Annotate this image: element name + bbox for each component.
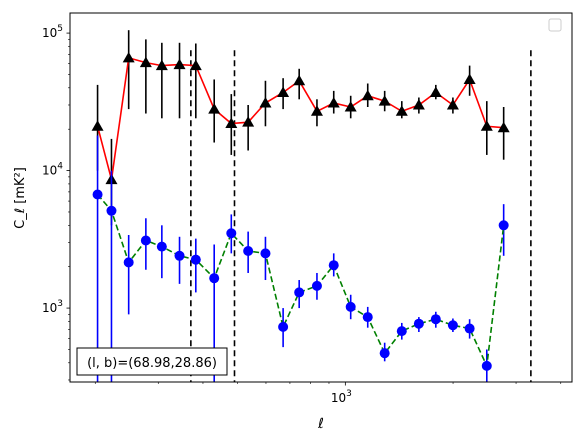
circle-marker	[294, 287, 305, 298]
circle-marker	[92, 189, 103, 200]
circle-marker	[140, 235, 151, 246]
circle-marker	[481, 360, 492, 371]
circle-marker	[464, 323, 475, 334]
y-tick-label: 104	[42, 162, 63, 178]
circle-marker	[311, 280, 322, 291]
x-tick-label-exponent: 3	[346, 389, 352, 399]
annotation-box: (l, b)=(68.98,28.86)	[76, 347, 228, 376]
triangle-marker	[497, 121, 510, 133]
circle-marker	[243, 246, 254, 257]
triangle-marker	[480, 120, 493, 131]
triangle-marker	[259, 97, 272, 108]
x-tick-label: 103	[331, 389, 352, 405]
circle-marker	[345, 301, 356, 312]
circle-marker	[106, 205, 117, 216]
triangle-marker	[91, 120, 104, 131]
legend-box	[548, 18, 562, 32]
triangle-marker	[378, 95, 391, 106]
y-tick-label: 105	[42, 24, 63, 40]
y-axis-label: C_ℓ [mK²]	[13, 167, 28, 229]
circle-marker	[123, 257, 134, 268]
vertical-lines	[190, 50, 532, 382]
triangle-marker	[225, 117, 238, 129]
x-axis-label: ℓ	[317, 416, 324, 432]
triangle-marker	[122, 51, 135, 63]
triangle-marker	[344, 101, 357, 112]
y-tick-label: 103	[42, 299, 63, 315]
circle-marker	[396, 326, 407, 337]
circle-marker	[447, 320, 458, 331]
y-tick-label-exponent: 4	[57, 162, 63, 172]
triangle-marker	[277, 86, 290, 97]
triangle-marker	[463, 73, 476, 84]
triangle-marker	[139, 56, 152, 68]
circle-marker	[362, 312, 373, 323]
circle-marker	[413, 318, 424, 329]
y-tick-label-exponent: 3	[57, 299, 63, 309]
circle-marker	[190, 254, 201, 265]
circle-marker	[328, 260, 339, 271]
y-tick-label-base: 10	[42, 301, 57, 315]
triangle-marker	[361, 89, 374, 101]
circle-marker	[498, 220, 509, 231]
triangle-marker	[310, 105, 323, 116]
triangle-marker	[446, 98, 459, 110]
circle-marker	[379, 348, 390, 359]
triangle-marker	[429, 86, 442, 97]
triangle-marker	[173, 58, 186, 70]
circle-marker	[278, 321, 289, 332]
y-tick-label-base: 10	[42, 26, 57, 40]
circle-marker	[156, 241, 167, 252]
triangle-marker	[189, 59, 202, 71]
triangle-marker	[327, 97, 340, 108]
triangle-marker	[412, 98, 425, 110]
series-2	[92, 135, 509, 382]
triangle-marker	[155, 59, 168, 71]
circle-marker	[226, 228, 237, 239]
circle-marker	[430, 314, 441, 325]
y-tick-label-exponent: 5	[57, 24, 63, 34]
x-tick-label-base: 10	[331, 391, 346, 405]
circle-marker	[209, 273, 220, 284]
circle-marker	[260, 248, 271, 259]
triangle-marker	[395, 105, 408, 116]
triangle-marker	[208, 103, 221, 114]
series-layer	[91, 30, 510, 382]
circle-marker	[174, 250, 185, 261]
y-tick-label-base: 10	[42, 164, 57, 178]
annotation-text: (l, b)=(68.98,28.86)	[87, 356, 217, 371]
triangle-marker	[293, 74, 306, 86]
triangle-marker	[242, 116, 255, 127]
plot-frame	[69, 12, 573, 383]
